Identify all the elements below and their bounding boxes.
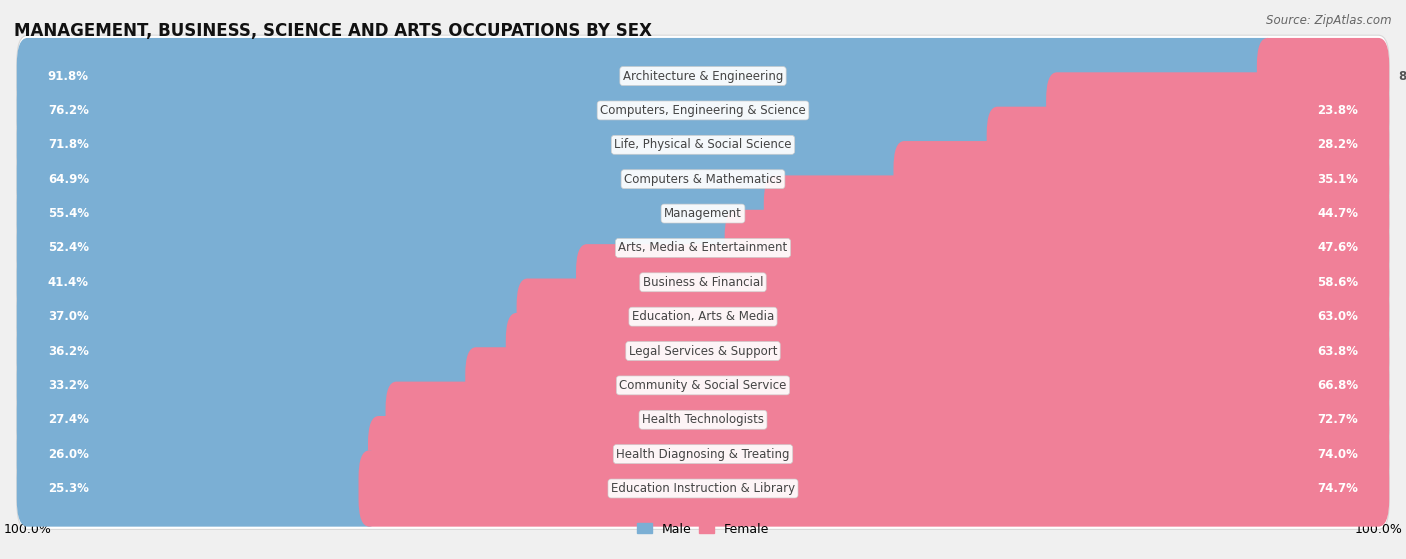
Text: 47.6%: 47.6% <box>1317 241 1358 254</box>
FancyBboxPatch shape <box>17 310 1389 392</box>
FancyBboxPatch shape <box>763 176 1389 252</box>
FancyBboxPatch shape <box>17 244 598 320</box>
Text: Business & Financial: Business & Financial <box>643 276 763 289</box>
Text: 76.2%: 76.2% <box>48 104 89 117</box>
Text: 26.0%: 26.0% <box>48 448 89 461</box>
Text: 63.8%: 63.8% <box>1317 344 1358 358</box>
Text: Computers, Engineering & Science: Computers, Engineering & Science <box>600 104 806 117</box>
Text: MANAGEMENT, BUSINESS, SCIENCE AND ARTS OCCUPATIONS BY SEX: MANAGEMENT, BUSINESS, SCIENCE AND ARTS O… <box>14 22 652 40</box>
Text: 25.3%: 25.3% <box>48 482 89 495</box>
FancyBboxPatch shape <box>17 107 1008 183</box>
FancyBboxPatch shape <box>17 347 486 424</box>
Text: 8.2%: 8.2% <box>1399 69 1406 83</box>
FancyBboxPatch shape <box>17 69 1389 151</box>
FancyBboxPatch shape <box>987 107 1389 183</box>
FancyBboxPatch shape <box>506 313 1389 389</box>
FancyBboxPatch shape <box>368 416 1389 492</box>
Text: 44.7%: 44.7% <box>1317 207 1358 220</box>
Text: 58.6%: 58.6% <box>1317 276 1358 289</box>
FancyBboxPatch shape <box>17 416 389 492</box>
Text: 35.1%: 35.1% <box>1317 173 1358 186</box>
FancyBboxPatch shape <box>17 176 787 252</box>
FancyBboxPatch shape <box>17 207 1389 289</box>
FancyBboxPatch shape <box>576 244 1389 320</box>
Text: 41.4%: 41.4% <box>48 276 89 289</box>
FancyBboxPatch shape <box>385 382 1389 458</box>
FancyBboxPatch shape <box>17 210 747 286</box>
FancyBboxPatch shape <box>893 141 1389 217</box>
FancyBboxPatch shape <box>17 138 1389 220</box>
FancyBboxPatch shape <box>17 379 1389 461</box>
FancyBboxPatch shape <box>17 382 409 458</box>
Text: Architecture & Engineering: Architecture & Engineering <box>623 69 783 83</box>
FancyBboxPatch shape <box>17 344 1389 427</box>
Text: Arts, Media & Entertainment: Arts, Media & Entertainment <box>619 241 787 254</box>
Text: 91.8%: 91.8% <box>48 69 89 83</box>
FancyBboxPatch shape <box>1046 72 1389 149</box>
FancyBboxPatch shape <box>17 241 1389 323</box>
FancyBboxPatch shape <box>17 104 1389 186</box>
Text: Computers & Mathematics: Computers & Mathematics <box>624 173 782 186</box>
Text: 72.7%: 72.7% <box>1317 413 1358 427</box>
Text: 52.4%: 52.4% <box>48 241 89 254</box>
Text: 33.2%: 33.2% <box>48 379 89 392</box>
Text: 28.2%: 28.2% <box>1317 138 1358 151</box>
Text: 64.9%: 64.9% <box>48 173 89 186</box>
Text: 74.0%: 74.0% <box>1317 448 1358 461</box>
Text: 27.4%: 27.4% <box>48 413 89 427</box>
FancyBboxPatch shape <box>17 413 1389 495</box>
FancyBboxPatch shape <box>17 448 1389 529</box>
Text: Health Technologists: Health Technologists <box>643 413 763 427</box>
Text: Life, Physical & Social Science: Life, Physical & Social Science <box>614 138 792 151</box>
FancyBboxPatch shape <box>17 276 1389 358</box>
Text: 66.8%: 66.8% <box>1317 379 1358 392</box>
Text: Community & Social Service: Community & Social Service <box>619 379 787 392</box>
FancyBboxPatch shape <box>17 72 1067 149</box>
FancyBboxPatch shape <box>17 38 1278 114</box>
FancyBboxPatch shape <box>17 451 380 527</box>
FancyBboxPatch shape <box>17 278 538 355</box>
FancyBboxPatch shape <box>516 278 1389 355</box>
Text: 23.8%: 23.8% <box>1317 104 1358 117</box>
FancyBboxPatch shape <box>465 347 1389 424</box>
FancyBboxPatch shape <box>724 210 1389 286</box>
FancyBboxPatch shape <box>359 451 1389 527</box>
FancyBboxPatch shape <box>17 313 527 389</box>
Legend: Male, Female: Male, Female <box>631 518 775 541</box>
Text: 63.0%: 63.0% <box>1317 310 1358 323</box>
Text: 55.4%: 55.4% <box>48 207 89 220</box>
Text: Education Instruction & Library: Education Instruction & Library <box>612 482 794 495</box>
Text: 37.0%: 37.0% <box>48 310 89 323</box>
FancyBboxPatch shape <box>17 141 915 217</box>
FancyBboxPatch shape <box>17 35 1389 117</box>
Text: Health Diagnosing & Treating: Health Diagnosing & Treating <box>616 448 790 461</box>
Text: Source: ZipAtlas.com: Source: ZipAtlas.com <box>1267 14 1392 27</box>
Text: 74.7%: 74.7% <box>1317 482 1358 495</box>
Text: Management: Management <box>664 207 742 220</box>
Text: 36.2%: 36.2% <box>48 344 89 358</box>
Text: Legal Services & Support: Legal Services & Support <box>628 344 778 358</box>
FancyBboxPatch shape <box>1257 38 1389 114</box>
Text: 71.8%: 71.8% <box>48 138 89 151</box>
FancyBboxPatch shape <box>17 173 1389 254</box>
Text: Education, Arts & Media: Education, Arts & Media <box>631 310 775 323</box>
